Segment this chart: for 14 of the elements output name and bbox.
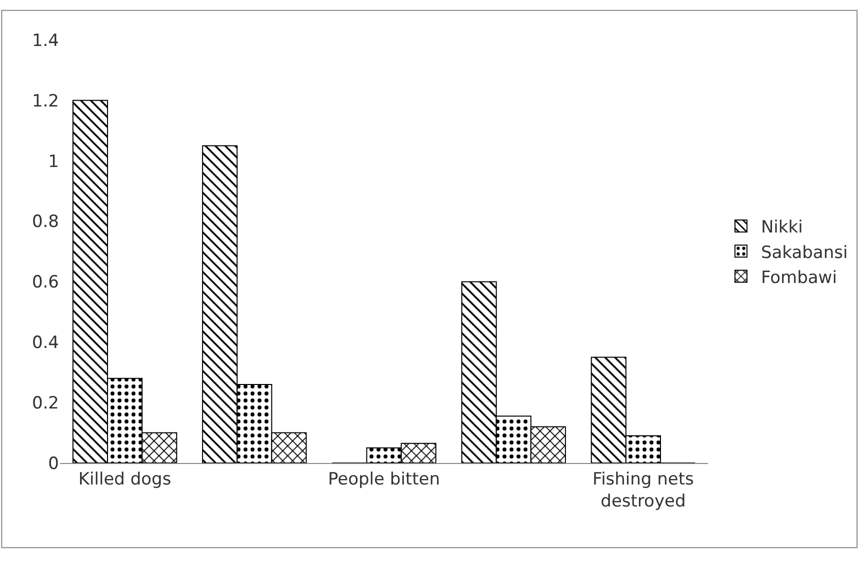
y-tick-label: 0.2 bbox=[32, 394, 59, 414]
y-tick-label: 1.2 bbox=[32, 91, 59, 112]
text: Nikki bbox=[760, 218, 803, 238]
y-tick-label: 0.6 bbox=[32, 272, 59, 293]
text: Sakabansi bbox=[760, 242, 848, 263]
y-tick-label: 1.4 bbox=[32, 30, 59, 51]
y-tick-label: 1 bbox=[48, 152, 59, 172]
y-tick-label: 0.8 bbox=[32, 212, 59, 232]
x-tick-label: People bitten bbox=[328, 469, 440, 490]
x-tick-label: Fishing nets destroyed bbox=[592, 469, 694, 512]
text: Fombawi bbox=[760, 268, 837, 288]
y-tick-label: 0 bbox=[48, 454, 59, 474]
y-tick-label: 0.4 bbox=[32, 333, 59, 354]
x-tick-label: Killed dogs bbox=[78, 469, 172, 490]
